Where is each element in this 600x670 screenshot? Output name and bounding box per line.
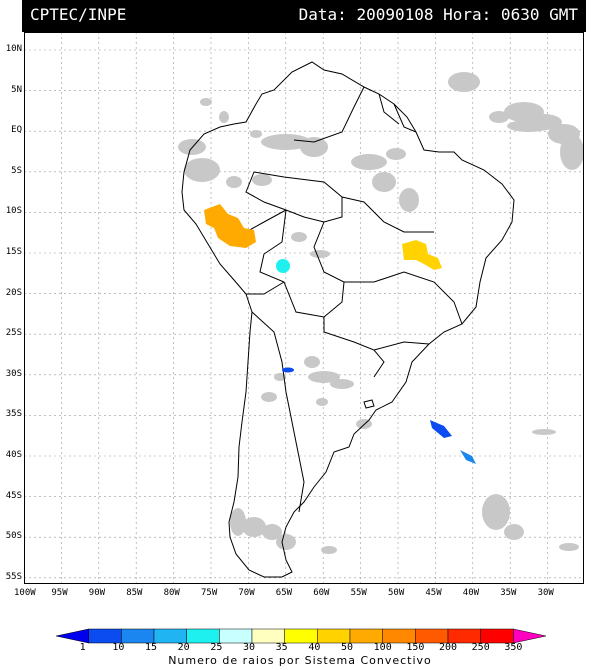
map-frame [24, 32, 584, 584]
map-area [24, 32, 584, 584]
map-grid [24, 32, 584, 584]
colorbar-tick-label: 20 [177, 642, 190, 653]
lon-label: 50W [388, 588, 405, 598]
lat-label: 40S [5, 450, 22, 460]
colorbar-segment [88, 628, 122, 644]
lon-label: 75W [201, 588, 218, 598]
colorbar-segment [447, 628, 481, 644]
colorbar-tick-label: 1 [79, 642, 86, 653]
colorbar-tick-label: 40 [308, 642, 321, 653]
country-borders [245, 86, 463, 513]
colorbar-segment [186, 628, 220, 644]
lat-label: EQ [11, 125, 22, 136]
colorbar-segment [382, 628, 416, 644]
colorbar-segment [284, 628, 318, 644]
lon-label: 65W [275, 588, 293, 598]
lon-label: 55W [350, 588, 367, 598]
title-bar: CPTEC/INPE Data: 20090108 Hora: 0630 GMT [22, 0, 586, 32]
lon-label: 35W [500, 588, 517, 598]
lon-label: 100W [14, 588, 36, 598]
lon-label: 90W [88, 588, 106, 598]
colorbar-segment [415, 628, 449, 644]
colorbar-segment [56, 628, 89, 644]
lon-label: 95W [51, 588, 68, 598]
lat-label: 50S [5, 531, 22, 542]
colorbar-segment [219, 628, 253, 644]
lon-label: 85W [126, 588, 143, 598]
colorbar-segment [251, 628, 285, 644]
colorbar-tick-label: 25 [210, 642, 223, 653]
colorbar-segment [153, 628, 187, 644]
lat-label: 5N [11, 84, 22, 95]
colorbar-tick-label: 30 [243, 642, 256, 653]
lat-label: 30S [5, 368, 22, 379]
colorbar-segment [480, 628, 514, 644]
lat-label: 10N [5, 44, 22, 54]
colorbar-tick-label: 15 [145, 642, 158, 653]
lat-label: 55S [5, 571, 22, 582]
agency-label: CPTEC/INPE [30, 5, 127, 24]
colorbar-caption: Numero de raios por Sistema Convectivo [168, 654, 432, 667]
colorbar-segment [317, 628, 351, 644]
colorbar-segment [121, 628, 155, 644]
lat-label: 15S [5, 247, 22, 257]
colorbar-tick-label: 350 [504, 642, 523, 653]
lat-label: 5S [11, 165, 22, 176]
lat-label: 20S [5, 287, 22, 298]
colorbar-segment [349, 628, 383, 644]
lon-label: 30W [537, 588, 554, 598]
lon-label: 70W [238, 588, 255, 598]
lon-label: 45W [425, 588, 442, 598]
colorbar [56, 628, 546, 644]
convective-systems [204, 204, 476, 464]
lat-label: 45S [5, 490, 22, 501]
lat-label: 10S [5, 206, 22, 217]
colorbar-tick-label: 250 [471, 642, 490, 653]
colorbar-tick-label: 10 [112, 642, 125, 653]
lat-label: 25S [5, 328, 22, 339]
colorbar-segment [513, 628, 546, 644]
colorbar-tick-label: 50 [341, 642, 354, 653]
lat-label: 35S [5, 409, 22, 420]
lon-label: 40W [462, 588, 480, 598]
colorbar-tick-label: 100 [373, 642, 392, 653]
timestamp-label: Data: 20090108 Hora: 0630 GMT [298, 5, 578, 24]
falkland-islands [363, 399, 375, 409]
coastlines-and-borders [181, 61, 515, 578]
lon-label: 80W [163, 588, 180, 598]
south-america-coastline [181, 61, 515, 578]
colorbar-tick-label: 35 [275, 642, 288, 653]
cloud-cover [178, 72, 584, 554]
colorbar-tick-label: 150 [406, 642, 425, 653]
lon-label: 60W [313, 588, 330, 598]
colorbar-tick-label: 200 [439, 642, 458, 653]
